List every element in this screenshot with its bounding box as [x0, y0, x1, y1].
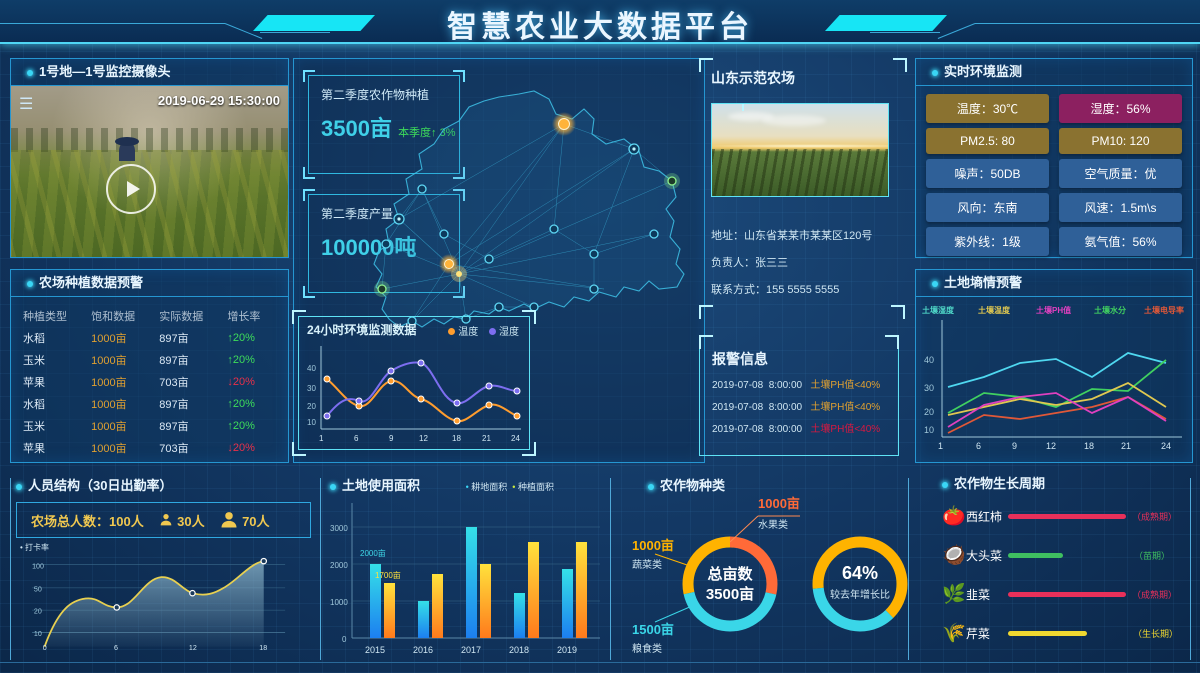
svg-text:40: 40 — [924, 355, 934, 365]
svg-text:10: 10 — [307, 418, 316, 427]
svg-text:3000: 3000 — [330, 524, 348, 533]
svg-text:10: 10 — [34, 630, 42, 638]
svg-text:水果类: 水果类 — [758, 518, 788, 531]
svg-text:30: 30 — [924, 383, 934, 393]
svg-text:2000: 2000 — [330, 561, 348, 570]
svg-text:2015: 2015 — [365, 645, 385, 655]
svg-text:18: 18 — [452, 434, 461, 443]
svg-text:12: 12 — [189, 644, 197, 652]
svg-text:9: 9 — [389, 434, 394, 443]
svg-text:30: 30 — [307, 384, 316, 393]
svg-text:21: 21 — [482, 434, 491, 443]
svg-text:2000亩: 2000亩 — [360, 548, 386, 558]
svg-text:2018: 2018 — [509, 645, 529, 655]
svg-text:0: 0 — [342, 635, 347, 644]
svg-text:12: 12 — [1046, 441, 1056, 451]
svg-text:3500亩: 3500亩 — [706, 585, 754, 603]
svg-text:0: 0 — [43, 644, 47, 652]
svg-text:20: 20 — [924, 407, 934, 417]
svg-text:2017: 2017 — [461, 645, 481, 655]
svg-text:10: 10 — [924, 425, 934, 435]
svg-text:1000: 1000 — [330, 598, 348, 607]
svg-text:18: 18 — [259, 644, 267, 652]
svg-text:12: 12 — [419, 434, 428, 443]
svg-text:粮食类: 粮食类 — [632, 642, 662, 655]
svg-text:50: 50 — [34, 585, 42, 593]
svg-text:20: 20 — [307, 402, 316, 411]
svg-text:24: 24 — [1161, 441, 1171, 451]
svg-text:总亩数: 总亩数 — [707, 565, 753, 583]
svg-text:1500亩: 1500亩 — [632, 622, 674, 637]
svg-text:64%: 64% — [842, 563, 878, 583]
svg-text:较去年增长比: 较去年增长比 — [830, 588, 890, 601]
svg-text:18: 18 — [1084, 441, 1094, 451]
svg-text:6: 6 — [354, 434, 359, 443]
svg-text:1000亩: 1000亩 — [632, 538, 674, 553]
svg-text:6: 6 — [976, 441, 981, 451]
svg-text:9: 9 — [1012, 441, 1017, 451]
svg-text:1: 1 — [319, 434, 324, 443]
svg-text:2019: 2019 — [557, 645, 577, 655]
svg-text:21: 21 — [1121, 441, 1131, 451]
svg-text:2016: 2016 — [413, 645, 433, 655]
svg-text:6: 6 — [114, 644, 118, 652]
svg-text:24: 24 — [511, 434, 520, 443]
svg-text:1700亩: 1700亩 — [375, 570, 401, 580]
svg-text:100: 100 — [32, 562, 44, 570]
svg-text:20: 20 — [34, 608, 42, 616]
svg-text:1000亩: 1000亩 — [758, 496, 800, 511]
svg-text:1: 1 — [938, 441, 943, 451]
svg-text:蔬菜类: 蔬菜类 — [632, 558, 662, 571]
svg-text:40: 40 — [307, 364, 316, 373]
